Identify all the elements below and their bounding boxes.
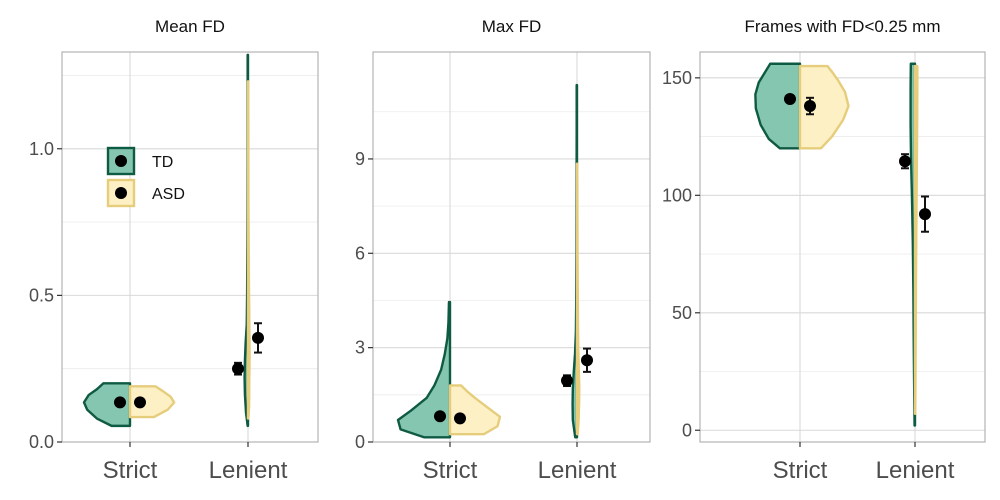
mean-point-td-lenient: [899, 155, 911, 168]
violin-td-strict: [396, 300, 452, 439]
legend: TD ASD: [106, 146, 185, 208]
panel-title: Mean FD: [155, 17, 225, 36]
mean-point-asd-strict: [804, 100, 816, 113]
panel-title: Frames with FD<0.25 mm: [744, 17, 940, 36]
violin-td-strict: [754, 62, 802, 150]
violin-asd-lenient: [575, 162, 581, 436]
x-tick-label-strict: Strict: [773, 457, 828, 484]
legend-label-td: TD: [152, 154, 173, 171]
violin-asd-lenient: [913, 64, 919, 416]
y-tick-label: 3: [355, 338, 365, 358]
panel-2: 0 3 6 9 Strict Lenient Max FD: [355, 17, 651, 484]
y-tick-label: 6: [355, 243, 365, 263]
mean-point-asd-strict: [454, 412, 466, 425]
y-tick-label: 0.0: [29, 432, 54, 452]
y-tick-label: 0: [682, 420, 692, 440]
violin-td-strict: [82, 382, 132, 428]
mean-point-td-lenient: [561, 374, 573, 387]
violin-asd-strict: [128, 385, 176, 419]
x-tick-label-strict: Strict: [103, 457, 158, 484]
mean-point-td-strict: [434, 410, 446, 423]
y-tick-label: 100: [662, 185, 692, 205]
legend-point-icon: [115, 187, 127, 199]
panel-3: 0 50 100 150 Strict Lenient Frames with FD<0.2…: [662, 17, 986, 484]
panel-border: [61, 51, 319, 443]
y-tick-label: 150: [662, 68, 692, 88]
x-tick-label-lenient: Lenient: [209, 457, 288, 484]
y-tick-label: 1.0: [29, 139, 54, 159]
legend-label-asd: ASD: [152, 186, 185, 203]
mean-point-td-strict: [114, 396, 126, 409]
mean-point-asd-lenient: [919, 208, 931, 221]
mean-point-asd-lenient: [581, 354, 593, 367]
mean-point-asd-lenient: [252, 331, 264, 344]
x-tick-label-lenient: Lenient: [876, 457, 955, 484]
y-tick-label: 9: [355, 149, 365, 169]
violin-asd-lenient: [246, 80, 251, 420]
y-tick-label: 50: [672, 303, 692, 323]
legend-point-icon: [115, 155, 127, 167]
x-tick-label-strict: Strict: [423, 457, 478, 484]
mean-point-td-lenient: [232, 362, 244, 375]
mean-point-asd-strict: [134, 396, 146, 409]
violin-asd-strict: [448, 384, 502, 436]
x-tick-label-lenient: Lenient: [538, 457, 617, 484]
panel-title: Max FD: [482, 17, 542, 36]
panel-border: [699, 51, 986, 443]
y-tick-label: 0.5: [29, 285, 54, 305]
y-tick-label: 0: [355, 432, 365, 452]
panel-border: [372, 51, 651, 443]
violin-asd-strict: [798, 64, 850, 150]
panel-1: 0.0 0.5 1.0 Strict Lenient Mean FD: [29, 17, 319, 484]
mean-point-td-strict: [784, 92, 796, 105]
